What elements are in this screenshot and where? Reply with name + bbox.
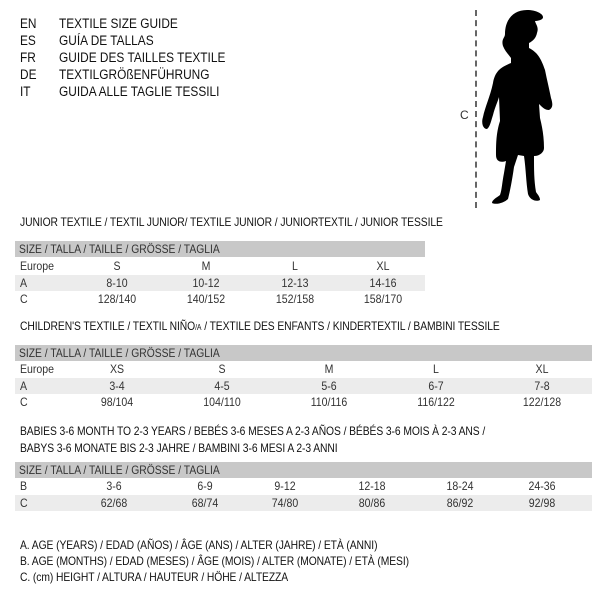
- table-cell: 6-7: [428, 378, 444, 393]
- table-cell: XS: [109, 362, 125, 376]
- table-cell: 5-6: [321, 378, 337, 393]
- table-cell: 116/122: [417, 395, 455, 409]
- table-cell: L: [433, 362, 439, 376]
- table-cell: 122/128: [522, 395, 562, 409]
- height-measure-line: [475, 10, 477, 208]
- legend-c: C. (cm) HEIGHT / ALTURA / HAUTEUR / HÖHE…: [20, 570, 289, 584]
- lang-title: TEXTILE SIZE GUIDE: [59, 16, 178, 31]
- table-cell: S: [218, 362, 226, 376]
- table-cell: 158/170: [363, 292, 403, 306]
- junior-section-title: JUNIOR TEXTILE / TEXTIL JUNIOR/ TEXTILE …: [20, 215, 443, 229]
- lang-title: GUIDE DES TAILLES TEXTILE: [59, 50, 226, 65]
- table-cell: 3-6: [106, 479, 122, 493]
- size-header-label: SIZE / TALLA / TAILLE / GRÖSSE / TAGLIA: [19, 242, 220, 256]
- row-label: A: [20, 275, 28, 290]
- table-cell: 86/92: [446, 495, 474, 510]
- children-section-title: CHILDREN'S TEXTILE / TEXTIL NIÑO/A / TEX…: [20, 319, 500, 335]
- babies-size-header: SIZE / TALLA / TAILLE / GRÖSSE / TAGLIA: [15, 462, 592, 478]
- table-cell: 7-8: [534, 378, 550, 393]
- lang-code: DE: [20, 67, 37, 82]
- table-cell: XL: [376, 259, 390, 273]
- lang-code: EN: [20, 16, 37, 31]
- title-sub: /A: [195, 323, 202, 332]
- table-cell: 12-13: [281, 275, 309, 290]
- table-cell: 98/104: [100, 395, 134, 409]
- lang-code: ES: [20, 33, 36, 48]
- lang-title: GUÍA DE TALLAS: [59, 33, 154, 48]
- row-label: Europe: [20, 259, 55, 273]
- row-label: C: [20, 495, 28, 510]
- table-cell: 74/80: [271, 495, 299, 510]
- table-cell: XL: [535, 362, 549, 376]
- lang-title: TEXTILGRÖßENFÜHRUNG: [59, 67, 210, 82]
- row-label: B: [20, 479, 28, 493]
- junior-size-header: SIZE / TALLA / TAILLE / GRÖSSE / TAGLIA: [15, 241, 425, 257]
- table-cell: 8-10: [106, 275, 128, 290]
- table-cell: 140/152: [186, 292, 226, 306]
- table-cell: M: [324, 362, 334, 376]
- row-label: A: [20, 378, 28, 393]
- table-cell: 4-5: [214, 378, 230, 393]
- table-cell: 12-18: [358, 479, 386, 493]
- lang-code: IT: [20, 84, 31, 99]
- table-cell: 152/158: [275, 292, 315, 306]
- row-label: Europe: [20, 362, 55, 376]
- table-cell: 9-12: [274, 479, 296, 493]
- table-cell: 3-4: [109, 378, 125, 393]
- children-size-header: SIZE / TALLA / TAILLE / GRÖSSE / TAGLIA: [15, 345, 592, 361]
- child-silhouette-icon: [482, 10, 553, 204]
- table-cell: M: [201, 259, 211, 273]
- table-cell: 14-16: [369, 275, 397, 290]
- row-label: C: [20, 292, 28, 306]
- table-cell: 10-12: [192, 275, 220, 290]
- row-shade: [15, 378, 592, 394]
- table-cell: 24-36: [528, 479, 556, 493]
- table-cell: 128/140: [97, 292, 137, 306]
- row-shade: [15, 495, 592, 511]
- table-cell: 68/74: [191, 495, 219, 510]
- legend-b: B. AGE (MONTHS) / EDAD (MESES) / ÂGE (MO…: [20, 554, 409, 568]
- title-part: CHILDREN'S TEXTILE / TEXTIL NIÑO: [20, 319, 196, 333]
- size-header-label: SIZE / TALLA / TAILLE / GRÖSSE / TAGLIA: [19, 463, 220, 477]
- table-cell: 6-9: [197, 479, 213, 493]
- table-cell: 104/110: [203, 395, 241, 409]
- table-cell: S: [113, 259, 121, 273]
- legend-a: A. AGE (YEARS) / EDAD (AÑOS) / ÂGE (ANS)…: [20, 538, 378, 552]
- height-measure-label: C: [460, 108, 469, 122]
- table-cell: 62/68: [100, 495, 128, 510]
- row-label: C: [20, 395, 28, 409]
- table-cell: 110/116: [310, 395, 348, 409]
- babies-section-title-line2: BABYS 3-6 MONATE BIS 2-3 JAHRE / BAMBINI…: [20, 441, 338, 455]
- table-cell: L: [292, 259, 298, 273]
- size-header-label: SIZE / TALLA / TAILLE / GRÖSSE / TAGLIA: [19, 346, 220, 360]
- table-cell: 80/86: [358, 495, 386, 510]
- table-cell: 92/98: [528, 495, 556, 510]
- babies-section-title-line1: BABIES 3-6 MONTH TO 2-3 YEARS / BEBÉS 3-…: [20, 424, 486, 438]
- title-part: / TEXTILE DES ENFANTS / KINDERTEXTIL / B…: [201, 319, 500, 333]
- lang-code: FR: [20, 50, 36, 65]
- table-cell: 18-24: [446, 479, 474, 493]
- row-shade: [15, 275, 425, 291]
- lang-title: GUIDA ALLE TAGLIE TESSILI: [59, 84, 220, 99]
